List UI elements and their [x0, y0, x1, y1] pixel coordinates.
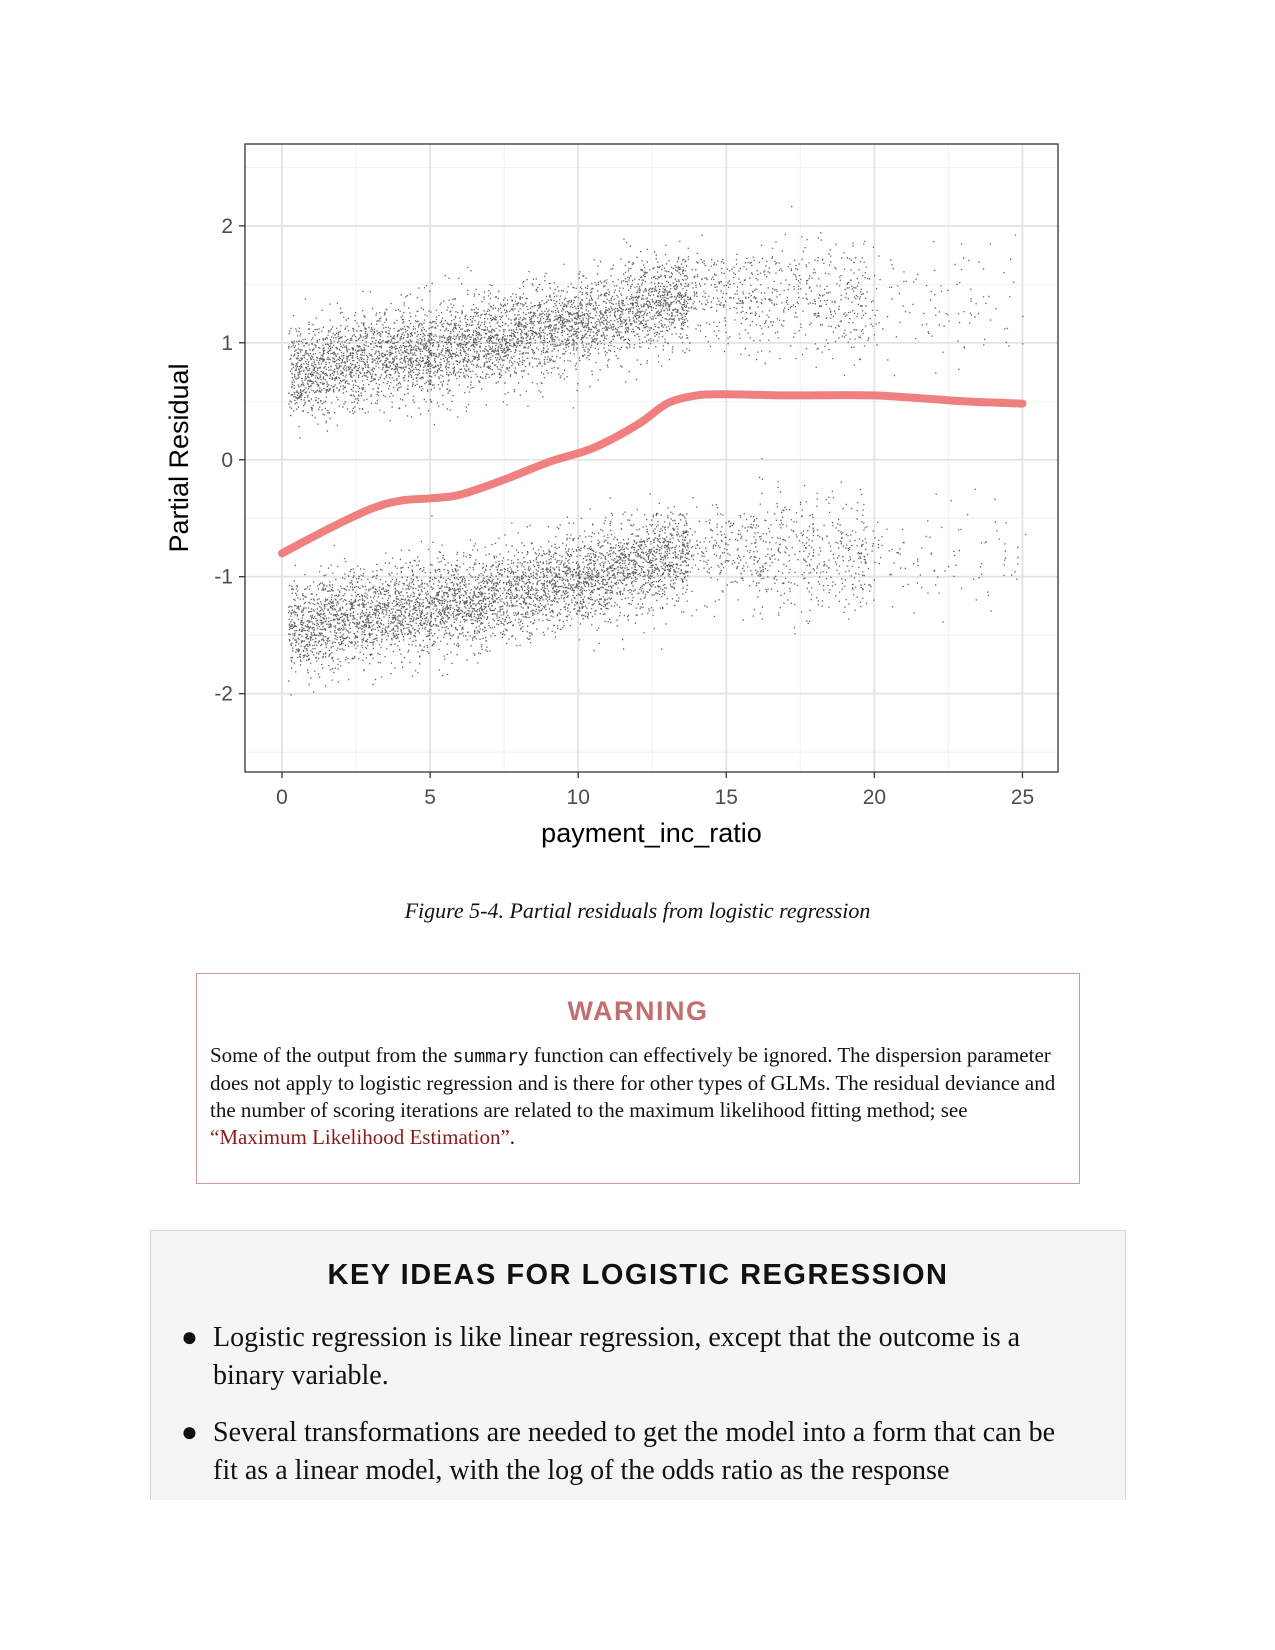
list-item: ● Several transformations are needed to g…	[181, 1414, 1081, 1490]
bullet-icon: ●	[181, 1322, 198, 1353]
y-tick-label: 1	[221, 332, 233, 355]
y-tick-label: -2	[214, 683, 233, 706]
x-tick-label: 5	[424, 786, 436, 809]
warning-title: WARNING	[567, 996, 709, 1026]
list-item: ● Logistic regression is like linear regr…	[181, 1319, 1081, 1395]
x-tick-label: 10	[567, 786, 590, 809]
partial-residual-chart: 0 5 10 15 20 25 -2 -1 0 1 2 payment_inc_ratio Part…	[164, 143, 1059, 848]
x-tick-label: 20	[863, 786, 886, 809]
x-tick-label: 0	[276, 786, 288, 809]
warning-text-end: .	[509, 1125, 516, 1149]
y-axis-label: Partial Residual	[164, 363, 194, 552]
smooth-line-layer	[278, 390, 1027, 558]
axes: 0 5 10 15 20 25 -2 -1 0 1 2	[214, 215, 1034, 809]
grid	[245, 144, 1058, 772]
list-item-text: Several transformations are needed to ge…	[213, 1417, 1056, 1486]
panel-border	[244, 143, 1059, 773]
key-ideas-list: ● Logistic regression is like linear regr…	[181, 1319, 1081, 1500]
list-item-text: Logistic regression is like linear regre…	[213, 1322, 1021, 1391]
y-tick-label: 0	[221, 449, 233, 472]
key-ideas-box: KEY IDEAS FOR LOGISTIC REGRESSION ● Logis…	[150, 1230, 1126, 1500]
bullet-icon: ●	[181, 1417, 198, 1448]
warning-text-part: function can effectively be ignored. The…	[210, 1043, 1056, 1122]
y-tick-label: -1	[214, 566, 233, 589]
warning-text-part: Some of the output from the	[210, 1043, 453, 1067]
x-tick-label: 25	[1011, 786, 1034, 809]
figure-caption: Figure 5-4. Partial residuals from logis…	[404, 898, 871, 923]
y-tick-label: 2	[221, 215, 233, 238]
plot-panel	[245, 144, 1058, 772]
x-axis-label: payment_inc_ratio	[541, 818, 762, 848]
warning-box: WARNING Some of the output from the summ…	[196, 973, 1080, 1184]
code-summary: summary	[452, 1046, 529, 1067]
warning-text: Some of the output from the summary func…	[210, 1042, 1060, 1151]
x-tick-label: 15	[715, 786, 738, 809]
key-ideas-title: KEY IDEAS FOR LOGISTIC REGRESSION	[327, 1259, 949, 1291]
mle-link[interactable]: “Maximum Likelihood Estimation”	[210, 1125, 510, 1149]
smoothed-fit-line	[278, 390, 1027, 558]
